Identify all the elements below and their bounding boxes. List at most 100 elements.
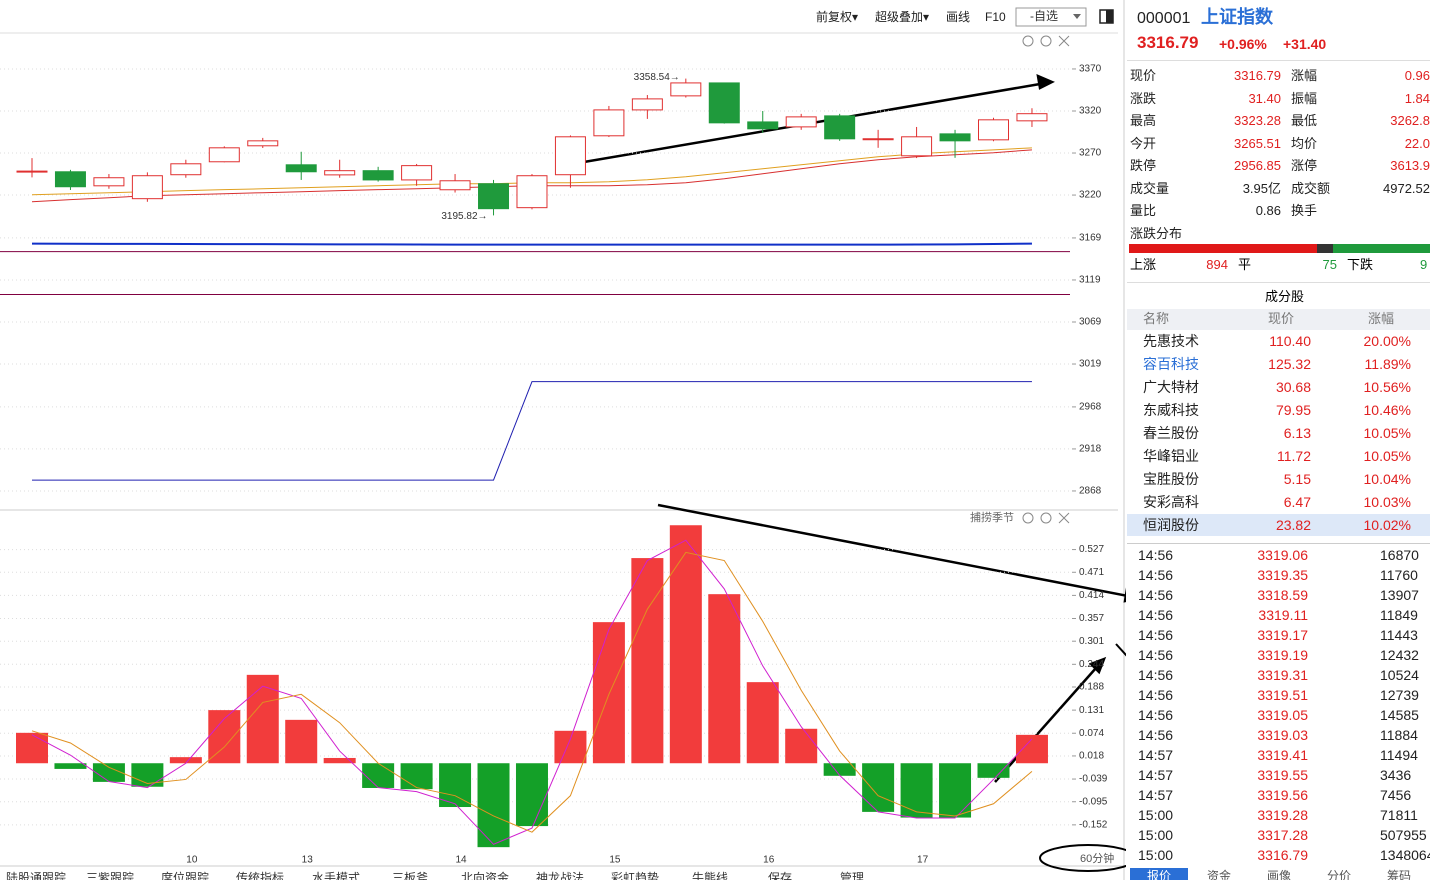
candle-body (747, 121, 779, 130)
candle-body (978, 119, 1009, 141)
tick-time: 15:00 (1138, 827, 1174, 843)
breadth-title: 涨跌分布 (1130, 226, 1183, 241)
tick-price: 3319.41 (1257, 747, 1308, 763)
tick-volume: 1348064 (1380, 847, 1430, 863)
period[interactable]: 60分钟 (1080, 851, 1114, 865)
indicator-name: 捕捞季节 (970, 510, 1014, 524)
y-tick-label: -0.039 (1079, 774, 1108, 785)
candle-body (439, 180, 471, 191)
x-tick-label: 15 (609, 855, 621, 866)
layout-toggle (1106, 10, 1113, 23)
breadth-label: 平 (1238, 257, 1252, 272)
chg: +31.40 (1283, 36, 1327, 52)
price-annotation: 3195.82→ (441, 211, 487, 222)
candle-body (901, 136, 933, 157)
breadth-label: 下跌 (1347, 257, 1374, 272)
indicator-line (31, 551, 1033, 833)
candle-body (324, 170, 356, 176)
quote-label: 涨幅 (1291, 68, 1318, 83)
x-tick-label: 14 (455, 855, 467, 866)
watch-label[interactable]: -自选 (1030, 9, 1058, 23)
candle-body (285, 164, 317, 173)
quote-value: 1.84 (1404, 90, 1430, 106)
tick-volume: 13907 (1380, 587, 1419, 603)
tick-price: 3319.05 (1257, 707, 1308, 723)
toolbar-item: 前复权▾ (816, 10, 859, 24)
tick-time: 14:57 (1138, 747, 1174, 763)
right-tab[interactable]: 报价 (1130, 868, 1188, 880)
tick-volume: 11494 (1380, 747, 1418, 763)
breadth-label: 上涨 (1130, 257, 1157, 272)
tick-volume: 71811 (1380, 807, 1418, 823)
candle-body (785, 116, 817, 128)
tick-volume: 12739 (1380, 687, 1419, 703)
stock-pct: 10.02% (1363, 517, 1411, 533)
candle-body (631, 98, 663, 111)
quote-value: 3.95亿 (1242, 180, 1281, 196)
quote-value: 4972.52 (1383, 180, 1430, 196)
bar (900, 763, 933, 818)
quote-label: 成交量 (1130, 180, 1170, 196)
stock-name: 安彩高科 (1143, 494, 1199, 510)
tick-time: 14:57 (1138, 767, 1174, 783)
candle-body (478, 183, 510, 210)
quote-value: 0.96 (1404, 68, 1430, 83)
tick-price: 3319.31 (1257, 667, 1308, 683)
quote-label: 最高 (1130, 113, 1157, 128)
y-tick-label: -0.095 (1079, 796, 1108, 807)
right-tab[interactable]: 资金 (1206, 869, 1231, 880)
tick-time: 14:56 (1138, 727, 1174, 743)
candle-body (362, 170, 394, 181)
bar (362, 763, 395, 788)
x-tick-label: 13 (302, 855, 314, 866)
breadth-value: 75 (1322, 257, 1337, 272)
price-annotation: 3358.54→ (634, 72, 680, 83)
bar (323, 757, 356, 764)
candle-body (93, 177, 125, 187)
quote-label: 振幅 (1291, 90, 1318, 106)
candle-body (670, 82, 702, 97)
stock-name: 先惠技术 (1143, 333, 1199, 349)
breadth-up-bar (1129, 244, 1318, 253)
bar (823, 763, 856, 776)
quote-value: 3262.8 (1390, 113, 1430, 128)
bar (785, 728, 818, 764)
y-tick-label: 0.244 (1079, 659, 1104, 670)
bar (939, 763, 972, 818)
y-tick-label: 0.018 (1079, 751, 1104, 762)
stock-code: 000001 (1137, 10, 1191, 27)
right-tab[interactable]: 画像 (1266, 869, 1291, 880)
candle-body (208, 147, 240, 163)
breadth-flat-bar (1317, 244, 1333, 253)
bar (439, 763, 472, 808)
tick-volume: 11760 (1380, 567, 1418, 583)
bar (54, 763, 87, 769)
stock-price: 79.95 (1275, 402, 1311, 418)
bar (554, 730, 587, 764)
tick-price: 3319.11 (1258, 607, 1308, 623)
candle-body (516, 175, 548, 209)
breadth-down-bar (1332, 244, 1430, 253)
bar (169, 757, 202, 764)
toolbar-item: 画线 (946, 10, 971, 24)
tick-volume: 3436 (1380, 767, 1412, 783)
tick-volume: 507955 (1380, 827, 1427, 843)
candle-body (401, 165, 433, 181)
x-tick-label: 16 (763, 855, 775, 866)
y-tick-label: 2968 (1079, 402, 1102, 413)
tick-volume: 16870 (1380, 547, 1419, 563)
bottom-tab: 牛熊线 (692, 871, 729, 880)
candle-body (131, 175, 163, 200)
bar (669, 525, 702, 764)
quote-label: 涨跌 (1130, 90, 1157, 106)
stock-pct: 10.46% (1363, 402, 1411, 418)
candle-body (247, 140, 279, 147)
watch-dropdown[interactable] (1015, 7, 1087, 27)
divider (1127, 543, 1430, 544)
stock-name: 恒润股份 (1143, 517, 1199, 533)
right-tab[interactable]: 筹码 (1386, 869, 1411, 880)
right-tab[interactable]: 分价 (1326, 869, 1351, 880)
stock-pct: 10.05% (1363, 425, 1411, 441)
quote-value: 0.86 (1255, 203, 1281, 218)
candle-body (554, 136, 586, 176)
